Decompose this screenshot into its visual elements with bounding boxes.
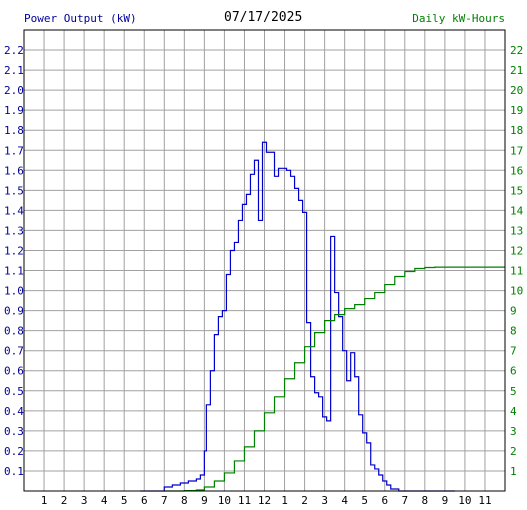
left-tick-label: 1.9 <box>4 104 24 117</box>
left-tick-label: 1.4 <box>4 204 24 217</box>
x-tick-label: 5 <box>361 494 368 507</box>
left-tick-label: 1.8 <box>4 124 24 137</box>
right-tick-label: 15 <box>510 184 523 197</box>
x-tick-label: 6 <box>381 494 388 507</box>
left-tick-label: 1.3 <box>4 224 24 237</box>
left-tick-label: 0.1 <box>4 465 24 478</box>
x-tick-label: 10 <box>458 494 471 507</box>
left-tick-label: 2.0 <box>4 84 24 97</box>
left-tick-label: 0.5 <box>4 385 24 398</box>
left-axis-ticks: 0.1 0.2 0.3 0.4 0.5 0.6 0.7 0.8 0.9 1.0 1.1 1.2 1.3 1… <box>4 44 24 478</box>
chart-series <box>140 141 505 492</box>
x-tick-label: 4 <box>101 494 108 507</box>
x-tick-label: 2 <box>61 494 68 507</box>
right-tick-label: 4 <box>510 405 517 418</box>
x-tick-label: 11 <box>238 494 251 507</box>
x-tick-label: 9 <box>442 494 449 507</box>
right-tick-label: 10 <box>510 285 523 298</box>
left-tick-label: 0.8 <box>4 325 24 338</box>
left-tick-label: 0.7 <box>4 345 24 358</box>
left-tick-label: 1.5 <box>4 184 24 197</box>
right-tick-label: 18 <box>510 124 523 137</box>
right-tick-label: 9 <box>510 305 517 318</box>
right-tick-label: 2 <box>510 445 517 458</box>
left-axis-title: Power Output (kW) <box>24 12 137 25</box>
left-tick-label: 0.6 <box>4 365 24 378</box>
right-axis-title: Daily kW-Hours <box>412 12 505 25</box>
right-tick-label: 3 <box>510 425 517 438</box>
x-tick-label: 7 <box>401 494 408 507</box>
left-tick-label: 1.2 <box>4 244 24 257</box>
left-tick-label: 0.9 <box>4 305 24 318</box>
x-tick-label: 1 <box>281 494 288 507</box>
right-tick-label: 7 <box>510 345 517 358</box>
right-tick-label: 11 <box>510 265 523 278</box>
right-tick-label: 20 <box>510 84 523 97</box>
x-axis-ticks: 1 2 3 4 5 6 7 8 9 10 11 12 1 2 3 4 5 6 7 8 9 10 11 <box>41 494 492 507</box>
right-tick-label: 12 <box>510 244 523 257</box>
left-tick-label: 0.4 <box>4 405 24 418</box>
chart-date-title: 07/17/2025 <box>224 10 303 25</box>
left-tick-label: 1.7 <box>4 144 24 157</box>
right-tick-label: 16 <box>510 164 523 177</box>
plot-frame <box>23 29 506 492</box>
left-tick-label: 1.1 <box>4 265 24 278</box>
right-tick-label: 21 <box>510 64 523 77</box>
left-tick-label: 2.1 <box>4 64 24 77</box>
left-tick-label: 0.3 <box>4 425 24 438</box>
right-tick-label: 6 <box>510 365 517 378</box>
right-tick-label: 5 <box>510 385 517 398</box>
x-tick-label: 6 <box>141 494 148 507</box>
x-tick-label: 8 <box>181 494 188 507</box>
right-tick-label: 8 <box>510 325 517 338</box>
right-tick-label: 1 <box>510 465 517 478</box>
x-tick-label: 7 <box>161 494 168 507</box>
x-tick-label: 2 <box>301 494 308 507</box>
right-tick-label: 19 <box>510 104 523 117</box>
right-tick-label: 17 <box>510 144 523 157</box>
chart-grid <box>24 30 505 491</box>
x-tick-label: 3 <box>81 494 88 507</box>
x-tick-label: 11 <box>478 494 491 507</box>
series-line-daily-kwh <box>164 266 505 492</box>
series-line-power-output <box>140 141 455 492</box>
x-tick-label: 12 <box>258 494 271 507</box>
x-tick-label: 1 <box>41 494 48 507</box>
x-tick-label: 9 <box>201 494 208 507</box>
x-tick-label: 3 <box>321 494 328 507</box>
x-tick-label: 5 <box>121 494 128 507</box>
left-tick-label: 2.2 <box>4 44 24 57</box>
right-tick-label: 14 <box>510 204 524 217</box>
left-tick-label: 1.6 <box>4 164 24 177</box>
x-tick-label: 10 <box>218 494 231 507</box>
right-tick-label: 13 <box>510 224 523 237</box>
x-tick-label: 8 <box>422 494 429 507</box>
left-tick-label: 1.0 <box>4 285 24 298</box>
x-tick-label: 4 <box>341 494 348 507</box>
left-tick-label: 0.2 <box>4 445 24 458</box>
right-tick-label: 22 <box>510 44 523 57</box>
